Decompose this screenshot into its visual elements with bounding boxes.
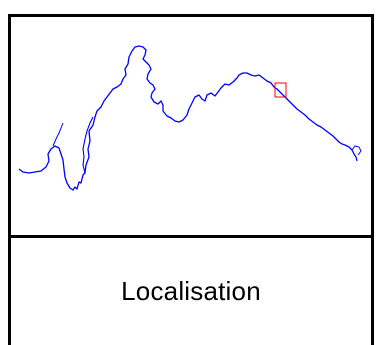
river-line [18,45,358,191]
frame-right-border [371,14,374,345]
river-map-svg [18,45,362,191]
river-tributary [52,122,64,147]
river-east-loop [351,145,362,156]
caption-label: Localisation [121,276,261,306]
caption-area: Localisation [11,238,371,345]
frame-top-border [8,14,374,17]
location-map [11,17,371,235]
frame-left-border [8,14,11,345]
river-branch-west [82,116,94,174]
frame-divider [8,235,374,238]
location-marker [274,82,287,98]
